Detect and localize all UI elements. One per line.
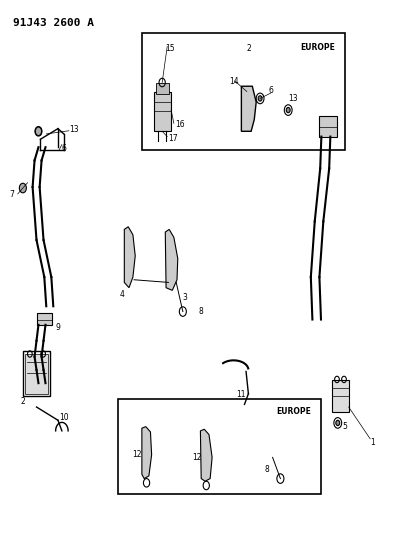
Bar [154,92,171,131]
Text: 1: 1 [371,438,375,447]
Circle shape [258,96,262,101]
Bar [156,83,169,94]
Text: 6: 6 [269,86,274,95]
Text: 91J43 2600 A: 91J43 2600 A [13,18,94,28]
Circle shape [336,420,340,425]
Text: 9: 9 [55,323,60,332]
Circle shape [35,127,42,135]
Text: 5: 5 [343,422,348,431]
Polygon shape [165,229,178,290]
Bar [23,351,50,397]
Polygon shape [200,429,212,481]
Polygon shape [142,426,152,479]
Text: 2: 2 [246,44,251,53]
Text: 16: 16 [175,120,185,129]
Text: 12: 12 [193,453,202,462]
Text: 14: 14 [230,77,239,86]
Text: 11: 11 [236,390,246,399]
Text: 6: 6 [62,144,67,154]
Text: 10: 10 [59,413,69,422]
Bar [37,313,52,325]
Circle shape [286,108,290,113]
Bar [320,116,337,136]
Text: 2: 2 [21,397,26,406]
Bar [332,381,349,413]
Text: 12: 12 [132,450,141,459]
Bar [142,33,345,150]
Text: 15: 15 [165,44,175,53]
Text: 7: 7 [9,190,14,199]
Text: 3: 3 [183,293,188,302]
Text: 13: 13 [70,125,79,134]
Text: 17: 17 [169,134,178,143]
Text: 8: 8 [265,465,270,473]
Bar [118,399,321,495]
Text: 4: 4 [119,290,124,300]
Text: EUROPE: EUROPE [277,407,312,416]
Text: EUROPE: EUROPE [300,43,335,52]
Circle shape [19,183,26,193]
Polygon shape [241,86,256,131]
Bar [25,354,48,394]
Text: 13: 13 [288,94,298,103]
Text: 8: 8 [198,307,203,316]
Polygon shape [124,227,135,288]
